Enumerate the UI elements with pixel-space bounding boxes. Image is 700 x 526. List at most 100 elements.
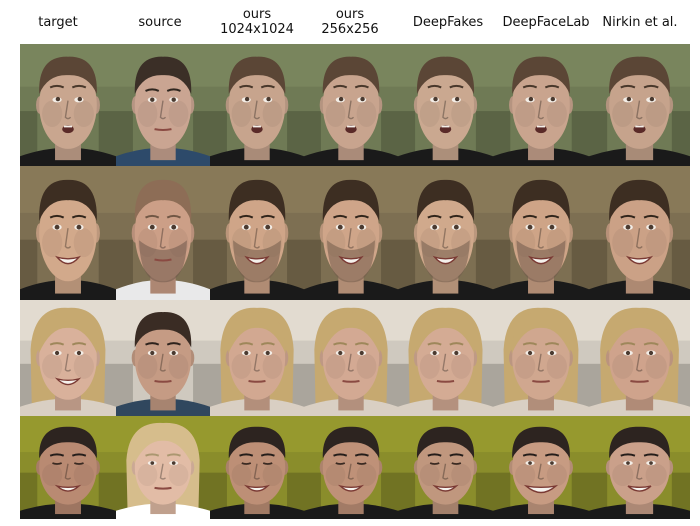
face-photo: [116, 416, 210, 519]
eyebrow-left: [239, 84, 254, 89]
column-label-line: DeepFaceLab: [502, 14, 590, 30]
eyebrow-left: [522, 342, 538, 346]
eye-left: [429, 462, 440, 465]
face-illustration: [116, 44, 210, 166]
cheek-left: [612, 100, 634, 127]
face-photo: [493, 300, 589, 416]
face-illustration: [20, 166, 116, 300]
face-illustration: [210, 44, 304, 166]
nose: [64, 228, 72, 249]
pupil-left: [527, 224, 533, 230]
cheek-right: [356, 100, 377, 127]
eyebrow-left: [333, 214, 348, 219]
eye-right: [74, 462, 84, 465]
cheek-right: [73, 353, 94, 379]
nose: [636, 463, 643, 480]
eyebrow-right: [71, 453, 87, 457]
pupil-right: [171, 224, 177, 230]
face-illustration: [20, 300, 116, 416]
pupil-right: [360, 96, 365, 102]
cheek-left: [137, 463, 158, 487]
cheek-right: [262, 100, 283, 127]
face-photo: [589, 300, 690, 416]
nose: [64, 100, 72, 120]
eye-right: [262, 462, 273, 465]
cheek-left: [515, 463, 536, 487]
mouth: [154, 128, 172, 132]
hair-top: [416, 426, 475, 459]
pupil-right: [550, 96, 556, 102]
cheek-right: [356, 463, 377, 487]
eyebrow-right: [643, 84, 659, 89]
eyebrow-left: [49, 84, 65, 89]
nose: [159, 463, 166, 480]
eyebrow-right: [449, 84, 464, 89]
face-photo: [20, 166, 116, 300]
eyebrow-left: [333, 453, 348, 457]
pupil-left: [433, 96, 438, 102]
cheek-left: [612, 353, 634, 379]
face-photo: [210, 416, 304, 519]
hair-top: [609, 179, 670, 221]
mouth: [523, 484, 559, 494]
mouth: [244, 255, 270, 265]
hair-top: [512, 56, 570, 95]
hair-top: [134, 179, 192, 221]
pupil-right: [453, 224, 459, 230]
teeth: [635, 125, 644, 128]
mouth: [627, 485, 652, 492]
nose: [347, 353, 355, 372]
pupil-right: [649, 461, 653, 465]
cheek-left: [231, 353, 252, 379]
pupil-left: [149, 224, 155, 230]
column-label: target: [8, 0, 108, 44]
cheek-left: [231, 100, 252, 127]
eye-right: [356, 462, 367, 465]
eyebrow-left: [427, 214, 442, 219]
face-photo: [493, 44, 589, 166]
hair-top: [39, 426, 97, 459]
pupil-left: [244, 350, 249, 356]
face-photo: [20, 44, 116, 166]
face-illustration: [589, 300, 690, 416]
pupil-right: [265, 224, 271, 230]
pupil-right: [171, 350, 176, 356]
eyebrow-right: [544, 342, 560, 346]
mouth: [432, 255, 459, 265]
hair-top: [511, 312, 571, 354]
hair-top: [228, 179, 286, 221]
eyebrow-left: [145, 88, 160, 92]
eyebrow-right: [71, 214, 87, 219]
face-illustration: [116, 166, 210, 300]
eyebrow-left: [145, 214, 160, 219]
face-illustration: [210, 300, 304, 416]
hair-top: [134, 427, 192, 464]
face-photo: [304, 300, 398, 416]
cheek-left: [42, 100, 63, 127]
face-illustration: [210, 166, 304, 300]
face-photo: [210, 166, 304, 300]
face-photo: [304, 44, 398, 166]
hair-top: [416, 312, 475, 354]
eyebrow-left: [620, 84, 636, 89]
nose: [347, 100, 355, 120]
eyebrow-right: [643, 342, 659, 346]
eyebrow-right: [544, 84, 560, 89]
face-illustration: [304, 44, 398, 166]
cheek-right: [546, 100, 567, 127]
cheek-right: [451, 353, 472, 379]
mouth: [527, 255, 555, 265]
cheek-right: [168, 463, 189, 487]
mouth: [532, 379, 550, 383]
eye-left: [241, 462, 252, 465]
face-illustration: [20, 416, 116, 519]
eyebrow-left: [239, 214, 254, 219]
nose: [253, 228, 261, 249]
hair-top: [134, 312, 192, 348]
pupil-left: [55, 96, 61, 102]
nose: [442, 353, 449, 372]
pupil-right: [549, 224, 555, 230]
face-photo: [493, 416, 589, 519]
pupil-left: [150, 350, 155, 356]
nose: [159, 100, 167, 120]
